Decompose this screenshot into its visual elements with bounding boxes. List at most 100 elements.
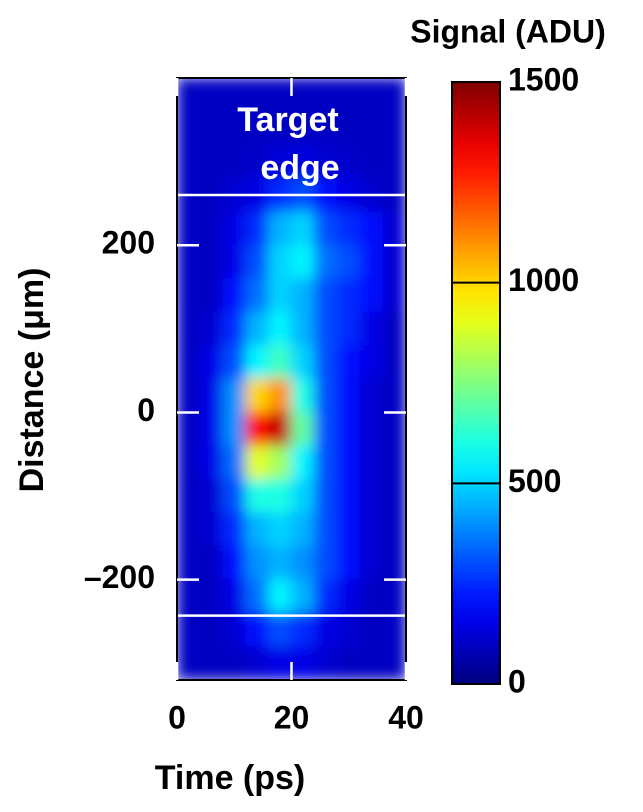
heat-cell [313,612,338,648]
heat-cell [245,445,270,480]
heat-cell [291,278,315,313]
heatmap [177,78,406,680]
y-tick-label: 0 [137,392,155,428]
x-tick-label: 0 [168,699,186,735]
heat-cell [222,378,247,413]
heat-cell [245,110,270,146]
heat-cell [199,646,224,680]
heat-cell [313,445,338,480]
heat-cell [199,211,224,246]
heat-cell [245,411,270,447]
heat-cell [291,244,315,280]
heat-cell [359,512,384,547]
heat-cell [291,646,315,680]
heat-cell [245,478,270,514]
heat-cell [359,244,384,280]
heat-cell [291,378,315,413]
heat-cell [199,78,224,112]
heat-cell [313,512,338,547]
heat-cell [359,579,384,614]
heat-cell [382,579,406,614]
heat-cell [177,378,201,413]
heat-cell [336,311,361,347]
heat-cell [336,411,361,447]
heat-cell [268,646,292,680]
heat-cell [268,110,292,146]
heat-cell [336,445,361,480]
heat-cell [268,612,292,648]
heat-cell [382,278,406,313]
heat-cell [245,211,270,246]
heat-cell [359,646,384,680]
heat-cell [245,545,270,581]
heat-cell [313,211,338,246]
heat-cell [291,579,315,614]
heat-cell [336,378,361,413]
heat-cell [177,612,201,648]
heat-cell [199,244,224,280]
heat-cell [313,78,338,112]
heat-cell [222,144,247,179]
heat-cell [245,345,270,380]
heat-cell [291,211,315,246]
heat-cell [313,411,338,447]
heat-cell [291,78,315,112]
x-axis-label: Time (ps) [155,759,306,797]
heat-cell [268,278,292,313]
heat-cell [245,78,270,112]
heat-cell [222,211,247,246]
heat-cell [336,144,361,179]
heat-cell [199,579,224,614]
heat-cell [359,78,384,112]
heat-cell [382,311,406,347]
heat-cell [336,211,361,246]
heat-cell [359,411,384,447]
colorbar-tick-label: 1000 [508,262,579,298]
heat-cell [382,78,406,112]
heat-cell [382,478,406,514]
heat-cell [245,378,270,413]
heat-cell [245,144,270,179]
heat-cell [199,378,224,413]
heat-cell [291,345,315,380]
heat-cell [382,646,406,680]
heat-cell [245,512,270,547]
heat-cell [336,244,361,280]
heat-cell [245,278,270,313]
heat-cell [382,211,406,246]
y-axis-label: Distance (μm) [13,268,51,493]
heat-cell [268,244,292,280]
heat-cell [382,612,406,648]
heat-cell [313,545,338,581]
colorbar-tick-label: 500 [508,463,561,499]
colorbar-label: Signal (ADU) [410,13,606,49]
heat-cell [336,345,361,380]
heat-cell [359,311,384,347]
heat-cell [199,545,224,581]
heat-cell [245,579,270,614]
heat-cell [222,78,247,112]
heat-cell [382,345,406,380]
heat-cell [177,144,201,179]
heat-cell [268,144,292,179]
heat-cell [199,110,224,146]
heat-cell [177,646,201,680]
heat-cell [268,345,292,380]
heat-cell [382,144,406,179]
heat-cell [268,512,292,547]
heat-cell [359,345,384,380]
heat-cell [291,512,315,547]
heat-cell [222,311,247,347]
heat-cell [291,311,315,347]
heat-cell [313,278,338,313]
heat-cell [291,545,315,581]
heat-cell [199,512,224,547]
heat-cell [222,244,247,280]
heat-cell [291,411,315,447]
heat-cell [222,110,247,146]
heat-cell [291,445,315,480]
heat-cell [177,512,201,547]
heat-cell [336,512,361,547]
heat-cell [382,244,406,280]
